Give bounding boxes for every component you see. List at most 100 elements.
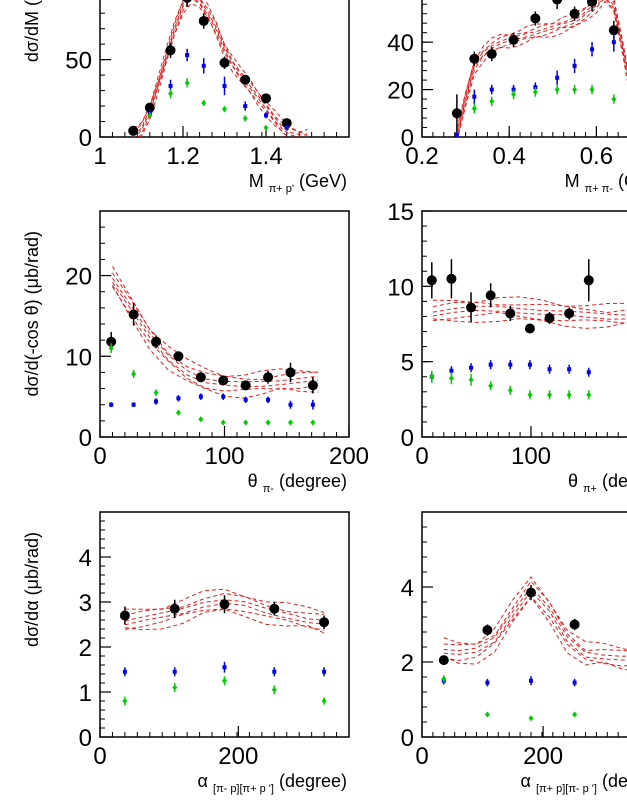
data-point-green [153, 389, 159, 396]
model-curves [132, 0, 308, 137]
y-tick-label: 10 [65, 344, 92, 371]
model-curve [124, 608, 325, 634]
data-point-black [446, 273, 457, 284]
data-point-green [321, 698, 327, 704]
panel-middle-right: 0 100 0 5 10 15 θ π+ (deg [387, 199, 627, 495]
data-point-black [144, 102, 155, 113]
model-curve [432, 311, 627, 324]
data-point-blue [272, 669, 277, 674]
y-tick-label: 0 [79, 125, 92, 152]
data-point-black [240, 380, 251, 391]
x-tick-label: 0.2 [405, 143, 438, 170]
x-axis-subscript: π+ π- [585, 183, 614, 195]
model-curve [132, 0, 308, 133]
panel-bottom-right: 0 200 0 2 4 α [π+ p][π- p '] (deg [401, 511, 627, 795]
model-curve [456, 0, 627, 137]
data-point-green [547, 391, 553, 398]
data-point-black [261, 93, 271, 104]
data-point-blue [172, 669, 177, 674]
data-point-black [219, 599, 230, 610]
x-tick-label: 200 [523, 743, 563, 770]
data-point-black [482, 625, 493, 636]
data-point-black [285, 367, 296, 378]
model-curve [124, 608, 325, 631]
y-tick-label: 5 [401, 350, 414, 377]
data-point-black [608, 25, 619, 36]
model-curve [112, 272, 318, 381]
data-point-blue [555, 75, 560, 80]
x-axis-subscript: π- [263, 483, 275, 495]
plot-frame [421, 210, 627, 438]
data-point-green [586, 391, 592, 398]
model-curve [432, 309, 627, 320]
data-point-green [265, 419, 271, 426]
data-point-green [310, 419, 316, 426]
model-curve [456, 0, 627, 133]
y-tick-label: 10 [387, 274, 414, 301]
data-point-green [122, 698, 128, 704]
model-curves [432, 296, 627, 329]
model-curve [457, 0, 627, 137]
data-point-black [508, 34, 519, 45]
y-tick-label: 0 [79, 725, 92, 752]
model-curve [443, 596, 627, 671]
data-point-black [218, 375, 229, 386]
data-point-black [569, 619, 580, 630]
data-point-blue [109, 402, 114, 407]
data-point-blue [567, 367, 572, 372]
data-point-black [169, 603, 180, 614]
x-axis-symbol: M [565, 171, 585, 191]
y-tick-label: 15 [387, 199, 414, 226]
data-point-black [182, 0, 192, 3]
data-point-green [222, 106, 227, 113]
plot-frame [421, 0, 627, 138]
data-point-blue [288, 402, 293, 407]
x-tick-label: 1.4 [249, 143, 282, 170]
data-point-blue [168, 83, 173, 88]
x-axis-unit: (GeV) [294, 171, 347, 191]
data-points [119, 595, 330, 706]
data-point-black [451, 108, 462, 119]
data-point-blue [449, 368, 454, 373]
data-point-green [527, 391, 533, 398]
data-point-black [583, 275, 594, 286]
x-tick-label: 0.6 [580, 143, 613, 170]
data-point-blue [284, 125, 289, 130]
x-axis-subscript: [π+ p][π- p '] [536, 783, 597, 795]
y-axis-title: dσ/dα (μb/rad) [22, 532, 42, 647]
model-curve [112, 278, 318, 383]
panel-top-right: 0.2 0.4 0.6 0 20 40 M π+ π- (G [387, 0, 627, 195]
x-tick-label: 200 [218, 743, 258, 770]
y-tick-label: 40 [387, 30, 414, 57]
model-curve [443, 586, 627, 657]
model-curve [432, 301, 627, 314]
data-point-black [564, 308, 575, 319]
x-tick-label: 100 [204, 443, 244, 470]
data-point-blue [472, 94, 477, 99]
data-point-green [429, 373, 435, 380]
data-point-green [611, 96, 617, 103]
data-point-green [471, 105, 477, 112]
model-curve [138, 2, 289, 137]
data-point-blue [488, 362, 493, 367]
model-curve [456, 0, 627, 137]
model-curve [124, 588, 325, 613]
data-point-blue [611, 40, 616, 45]
x-tick-label: 0 [93, 443, 106, 470]
model-curve [112, 266, 318, 378]
data-point-green [201, 99, 207, 106]
data-points [438, 585, 580, 722]
data-point-black [469, 53, 480, 64]
model-curve [137, 0, 290, 137]
x-tick-label: 1 [93, 143, 106, 170]
y-tick-label: 50 [65, 48, 92, 75]
data-point-black [319, 617, 330, 628]
data-point-green [448, 375, 454, 382]
data-point-black [505, 308, 516, 319]
x-axis-symbol: θ [248, 471, 263, 491]
x-axis-subscript: π+ [583, 483, 597, 495]
y-axis-title: dσ/dM ( [22, 0, 42, 62]
data-point-blue [572, 63, 577, 68]
data-point-green [566, 391, 572, 398]
